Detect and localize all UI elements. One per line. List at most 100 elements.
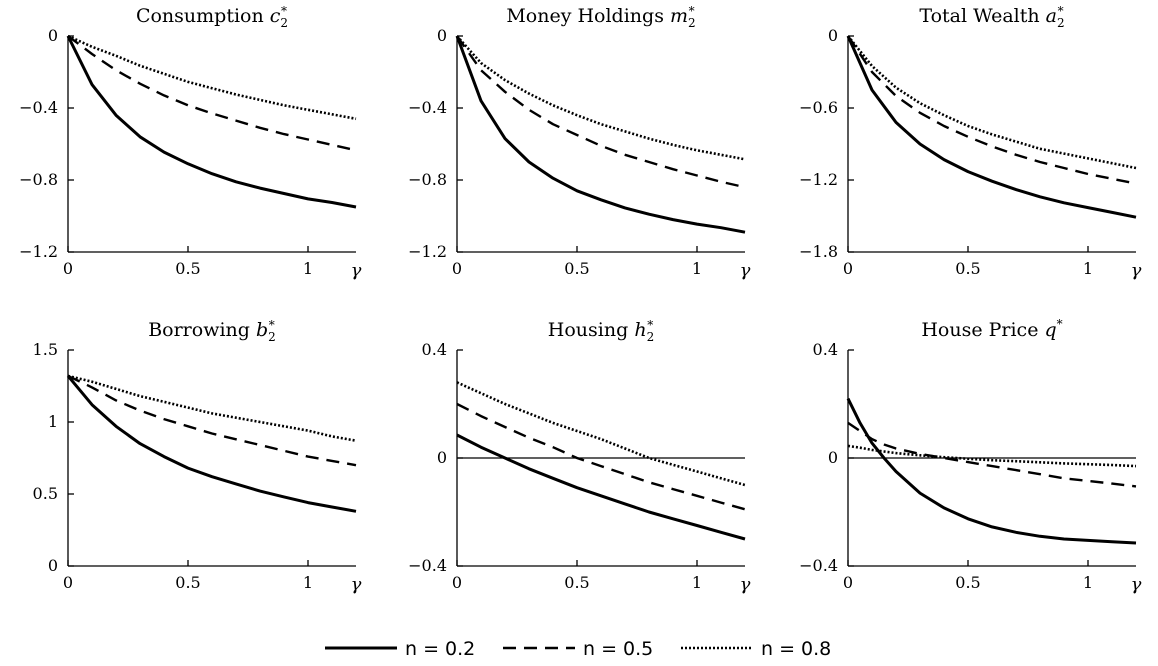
series-line-solid xyxy=(846,397,1137,545)
y-tick-label: −0.8 xyxy=(19,170,58,189)
x-tick-label: 0.5 xyxy=(564,573,589,592)
legend-label: n = 0.5 xyxy=(583,638,653,660)
series-line-dotted xyxy=(456,381,746,487)
x-axis-label: γ xyxy=(1131,260,1142,281)
panel-title: Money Holdings m2* xyxy=(506,4,695,30)
series-line-solid xyxy=(846,35,1137,219)
legend: n = 0.2 n = 0.5 n = 0.8 xyxy=(325,638,831,660)
y-tick-label: −0.4 xyxy=(19,98,58,117)
x-axis-label: γ xyxy=(351,260,362,281)
legend-label: n = 0.8 xyxy=(761,638,831,660)
y-tick-label: 0.4 xyxy=(813,340,838,359)
panel-title-text: Consumption xyxy=(136,5,270,27)
y-tick-label: 0 xyxy=(828,26,838,45)
series-line-dashed xyxy=(847,35,1137,185)
series-line-dashed xyxy=(67,35,357,152)
x-tick-label: 0.5 xyxy=(175,259,200,278)
y-tick-label: 0 xyxy=(437,448,447,467)
panel-title-subscript: 2 xyxy=(688,16,696,30)
x-tick-label: 0.5 xyxy=(955,573,980,592)
chart-panel-3: Total Wealth a2* 0 −0.6 −1.2 −1.8 0 0.5 1 γ xyxy=(799,4,1141,281)
panel-title: Total Wealth a2* xyxy=(919,4,1064,30)
x-axis-label: γ xyxy=(740,574,751,595)
panel-title-text: House Price xyxy=(921,319,1044,341)
series-line-dotted xyxy=(846,35,1137,170)
y-tick-label: −1.8 xyxy=(799,242,838,261)
y-tick-label: 0 xyxy=(828,448,838,467)
chart-panel-5: Housing h2* 0.4 0 −0.4 0 0.5 1 γ xyxy=(408,318,750,595)
panel-title: Consumption c2* xyxy=(136,4,288,30)
series-line-solid xyxy=(456,433,746,541)
y-tick-label: 1.5 xyxy=(33,340,58,359)
y-tick-label: −0.4 xyxy=(408,556,447,575)
panel-title-variable: q xyxy=(1044,319,1056,341)
y-tick-label: −0.4 xyxy=(799,556,838,575)
x-axis-label: γ xyxy=(351,574,362,595)
panel-title-text: Money Holdings xyxy=(506,5,670,27)
series-line-dotted xyxy=(456,35,746,161)
series-line-dotted xyxy=(67,374,357,442)
y-tick-label: 0.4 xyxy=(422,340,447,359)
panel-title-variable: b xyxy=(256,319,268,341)
x-tick-label: 0.5 xyxy=(955,259,980,278)
panel-title-subscript: 2 xyxy=(268,330,276,344)
panel-title-variable: c xyxy=(270,5,281,27)
x-tick-label: 1 xyxy=(1083,573,1093,592)
panel-title-subscript: 2 xyxy=(1057,16,1065,30)
x-tick-label: 1 xyxy=(692,573,702,592)
series-line-dashed xyxy=(456,402,746,511)
panel-title-superscript: * xyxy=(1057,317,1063,331)
panel-title-text: Total Wealth xyxy=(919,5,1045,27)
x-tick-label: 0 xyxy=(843,259,853,278)
x-tick-label: 0 xyxy=(63,259,73,278)
y-tick-label: 0 xyxy=(48,556,58,575)
x-tick-label: 1 xyxy=(1083,259,1093,278)
panel-title-superscript: * xyxy=(1058,4,1064,18)
series-line-dotted xyxy=(67,34,357,121)
series-line-dashed xyxy=(847,421,1137,488)
x-tick-label: 0 xyxy=(452,573,462,592)
x-tick-label: 1 xyxy=(303,573,313,592)
x-axis-label: γ xyxy=(740,260,751,281)
panel-title-text: Borrowing xyxy=(148,319,256,341)
x-tick-label: 1 xyxy=(692,259,702,278)
panel-title-variable: m xyxy=(670,5,688,27)
y-tick-label: 0 xyxy=(48,26,58,45)
series-line-solid xyxy=(66,35,357,209)
chart-panel-6: House Price q* 0.4 0 −0.4 0 0.5 1 γ xyxy=(799,317,1141,595)
y-tick-label: −0.6 xyxy=(799,98,838,117)
chart-panel-2: Money Holdings m2* 0 −0.4 −0.8 −1.2 0 0.5 1 γ xyxy=(408,4,750,281)
y-tick-label: −0.4 xyxy=(408,98,447,117)
series-line-dotted xyxy=(847,444,1137,468)
x-tick-label: 1 xyxy=(303,259,313,278)
y-tick-label: −1.2 xyxy=(19,242,58,261)
panel-title-superscript: * xyxy=(281,4,287,18)
series-line-solid xyxy=(455,35,746,234)
y-tick-label: −1.2 xyxy=(408,242,447,261)
panel-title-variable: a xyxy=(1046,5,1057,27)
chart-panel-4: Borrowing b2* 1.5 1 0.5 00 0.5 1 γ xyxy=(33,318,362,595)
x-tick-label: 0 xyxy=(63,573,73,592)
x-tick-label: 0 xyxy=(452,259,462,278)
panel-title-superscript: * xyxy=(689,4,695,18)
legend-label: n = 0.2 xyxy=(405,638,475,660)
panel-title-superscript: * xyxy=(647,318,653,332)
y-tick-label: 1 xyxy=(48,412,58,431)
panel-title-superscript: * xyxy=(269,318,275,332)
y-tick-label: 0.5 xyxy=(33,484,58,503)
chart-panel-1: Consumption c2* 0 −0.4 −0.8 −1.2 0 0.5 1 γ xyxy=(19,4,361,281)
panel-title: House Price q* xyxy=(921,317,1062,341)
x-tick-label: 0.5 xyxy=(564,259,589,278)
x-tick-label: 0.5 xyxy=(175,573,200,592)
series-line-dashed xyxy=(67,374,357,467)
panel-title-variable: h xyxy=(634,319,646,341)
x-tick-label: 0 xyxy=(843,573,853,592)
y-tick-label: 0 xyxy=(437,26,447,45)
panel-title-subscript: 2 xyxy=(280,16,288,30)
x-axis-label: γ xyxy=(1131,574,1142,595)
y-tick-label: −1.2 xyxy=(799,170,838,189)
panel-title: Borrowing b2* xyxy=(148,318,276,344)
panel-title-text: Housing xyxy=(548,319,635,341)
